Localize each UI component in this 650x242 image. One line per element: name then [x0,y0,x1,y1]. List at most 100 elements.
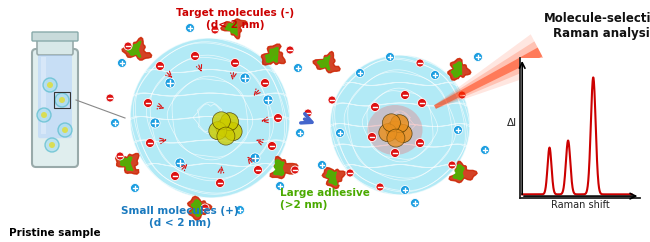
Circle shape [473,53,482,61]
Circle shape [261,78,270,88]
Circle shape [124,42,132,50]
Circle shape [201,204,209,212]
Polygon shape [449,161,477,183]
Circle shape [346,169,354,177]
Circle shape [480,145,489,154]
Circle shape [335,129,345,137]
Polygon shape [448,58,471,80]
Circle shape [376,183,384,191]
Circle shape [367,133,376,142]
Circle shape [263,95,273,105]
Circle shape [58,123,72,137]
Bar [41,57,46,134]
Polygon shape [453,165,464,180]
Circle shape [111,119,120,128]
Circle shape [304,109,312,117]
Polygon shape [452,62,461,77]
Circle shape [416,59,424,67]
Circle shape [231,59,239,68]
Polygon shape [434,41,545,109]
Circle shape [144,98,153,107]
FancyBboxPatch shape [32,32,78,41]
Circle shape [291,166,299,174]
Circle shape [220,113,239,131]
Circle shape [385,53,395,61]
Circle shape [213,112,230,130]
Circle shape [448,161,456,169]
Polygon shape [434,34,549,109]
Polygon shape [326,170,337,185]
Circle shape [387,129,405,147]
Circle shape [146,138,155,148]
Ellipse shape [330,55,470,195]
Circle shape [118,59,127,68]
FancyBboxPatch shape [37,35,73,55]
Circle shape [386,121,404,139]
Circle shape [224,123,242,141]
Circle shape [391,115,408,133]
Circle shape [116,152,124,160]
Polygon shape [188,196,212,220]
Y-axis label: ΔI: ΔI [506,118,517,128]
Circle shape [276,182,285,190]
Circle shape [254,166,263,174]
Circle shape [328,96,336,104]
FancyArrowPatch shape [301,114,312,123]
Bar [54,92,70,108]
Circle shape [394,125,412,143]
Circle shape [45,138,59,152]
Circle shape [49,142,55,148]
Polygon shape [120,157,133,171]
Circle shape [37,108,51,122]
Circle shape [250,153,260,163]
Circle shape [185,23,194,32]
Circle shape [170,172,179,181]
Polygon shape [221,19,247,39]
Circle shape [274,113,283,122]
Polygon shape [265,48,278,62]
Text: Target molecules (-)
(d< 2 nm): Target molecules (-) (d< 2 nm) [176,8,294,30]
FancyBboxPatch shape [32,49,78,167]
Circle shape [59,97,65,103]
Polygon shape [313,52,340,73]
Ellipse shape [130,38,290,198]
Circle shape [356,68,365,77]
Text: Pristine sample: Pristine sample [9,228,101,238]
Circle shape [211,26,219,34]
Polygon shape [116,153,139,174]
Polygon shape [318,56,330,70]
Polygon shape [192,200,202,216]
Circle shape [209,122,227,140]
Circle shape [240,73,250,83]
Circle shape [150,118,160,128]
Polygon shape [322,167,345,189]
Polygon shape [434,48,542,109]
Circle shape [458,91,466,99]
Circle shape [216,179,224,188]
Circle shape [454,126,463,135]
Circle shape [379,124,396,142]
Circle shape [268,142,276,151]
Circle shape [400,91,410,99]
Circle shape [62,127,68,133]
Circle shape [415,138,424,148]
Circle shape [286,46,294,54]
Circle shape [370,103,380,112]
X-axis label: Raman shift: Raman shift [551,200,610,210]
Polygon shape [274,160,284,175]
Polygon shape [270,156,298,179]
Circle shape [190,52,200,60]
Circle shape [216,119,234,137]
Circle shape [217,127,235,145]
Ellipse shape [367,105,422,155]
Circle shape [391,149,400,158]
Circle shape [430,70,439,80]
Circle shape [165,78,175,88]
Circle shape [131,183,140,192]
Circle shape [47,82,53,88]
Text: Large adhesive
(>2 nm): Large adhesive (>2 nm) [280,189,370,210]
Text: Molecule-selective
Raman analysis: Molecule-selective Raman analysis [543,12,650,40]
Circle shape [296,129,304,137]
Circle shape [43,78,57,92]
Circle shape [294,63,302,73]
